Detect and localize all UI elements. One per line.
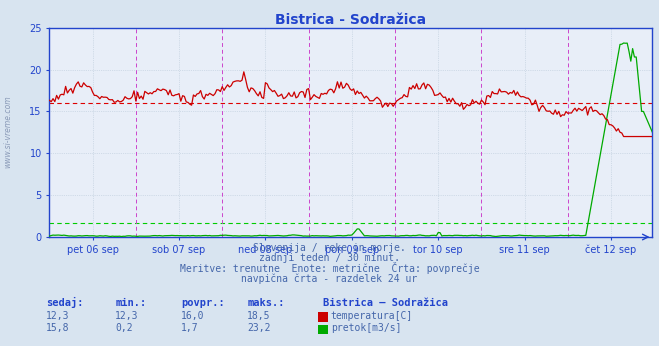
Text: temperatura[C]: temperatura[C] bbox=[331, 311, 413, 321]
Text: 15,8: 15,8 bbox=[46, 324, 70, 334]
Text: min.:: min.: bbox=[115, 298, 146, 308]
Text: 1,7: 1,7 bbox=[181, 324, 199, 334]
Text: povpr.:: povpr.: bbox=[181, 298, 225, 308]
Text: maks.:: maks.: bbox=[247, 298, 285, 308]
Text: 0,2: 0,2 bbox=[115, 324, 133, 334]
Text: pretok[m3/s]: pretok[m3/s] bbox=[331, 324, 401, 334]
Text: 12,3: 12,3 bbox=[46, 311, 70, 321]
Text: sedaj:: sedaj: bbox=[46, 297, 84, 308]
Text: Bistrica – Sodražica: Bistrica – Sodražica bbox=[323, 298, 448, 308]
Title: Bistrica - Sodražica: Bistrica - Sodražica bbox=[275, 12, 426, 27]
Text: Meritve: trenutne  Enote: metrične  Črta: povprečje: Meritve: trenutne Enote: metrične Črta: … bbox=[180, 262, 479, 274]
Text: 12,3: 12,3 bbox=[115, 311, 139, 321]
Text: 16,0: 16,0 bbox=[181, 311, 205, 321]
Text: Slovenija / reke in morje.: Slovenija / reke in morje. bbox=[253, 243, 406, 253]
Text: 18,5: 18,5 bbox=[247, 311, 271, 321]
Text: navpična črta - razdelek 24 ur: navpična črta - razdelek 24 ur bbox=[241, 273, 418, 284]
Text: 23,2: 23,2 bbox=[247, 324, 271, 334]
Text: www.si-vreme.com: www.si-vreme.com bbox=[3, 95, 13, 168]
Text: zadnji teden / 30 minut.: zadnji teden / 30 minut. bbox=[259, 253, 400, 263]
